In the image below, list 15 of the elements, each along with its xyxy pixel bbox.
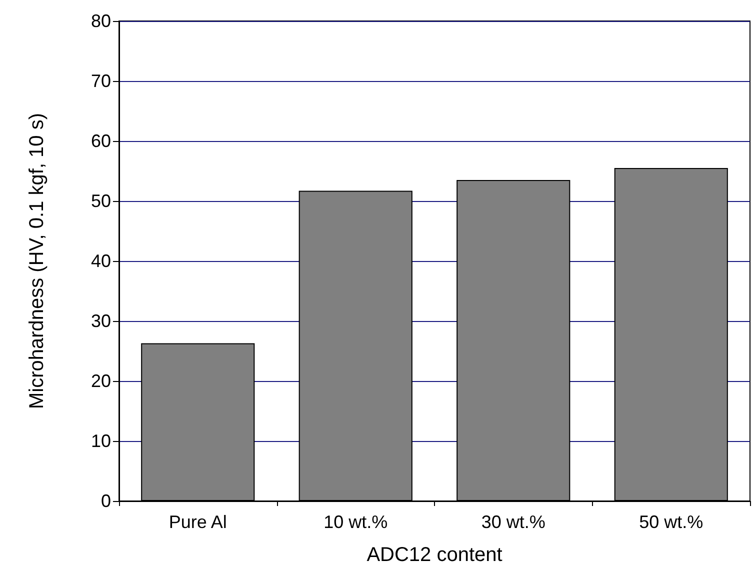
x-tick-label: 30 wt.% (481, 512, 546, 532)
y-tick-label: 40 (90, 251, 111, 271)
y-tick-label: 80 (90, 11, 111, 31)
y-tick-label: 30 (90, 311, 111, 331)
y-tick-label: 50 (90, 191, 111, 211)
x-tick-label: Pure Al (168, 512, 227, 532)
y-axis-title: Microhardness (HV, 0.1 kgf, 10 s) (26, 112, 48, 410)
y-tick-label: 70 (90, 71, 111, 91)
x-tick-label: 50 wt.% (639, 512, 704, 532)
y-tick-label: 10 (90, 431, 111, 451)
x-tick-label: 10 wt.% (324, 512, 388, 532)
y-tick-label: 20 (90, 371, 111, 391)
y-tick-label: 60 (90, 131, 111, 151)
y-tick-label: 0 (100, 491, 111, 511)
x-axis-title: ADC12 content (366, 544, 503, 566)
